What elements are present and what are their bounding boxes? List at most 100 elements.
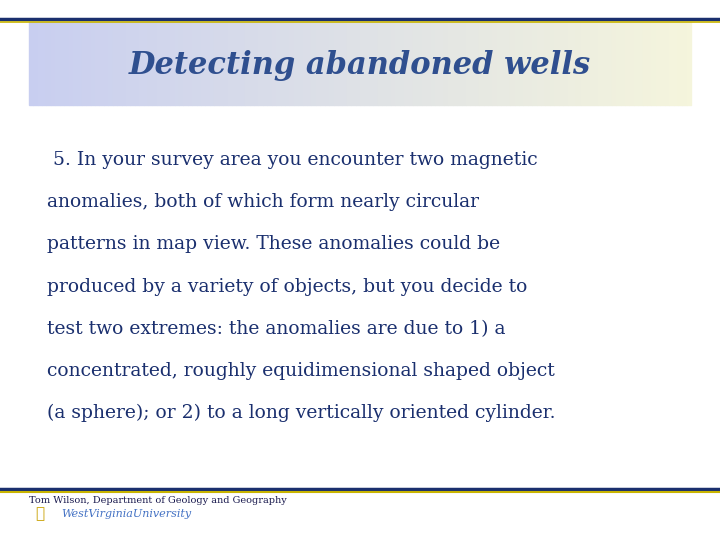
Bar <box>342 22 347 105</box>
Bar <box>143 22 148 105</box>
Bar <box>652 22 656 105</box>
Bar <box>431 22 435 105</box>
Bar <box>236 22 240 105</box>
Bar <box>192 22 197 105</box>
Bar <box>572 22 577 105</box>
Bar <box>404 22 408 105</box>
Bar <box>170 22 174 105</box>
Bar <box>338 22 342 105</box>
Bar <box>360 22 364 105</box>
Bar <box>418 22 422 105</box>
Text: concentrated, roughly equidimensional shaped object: concentrated, roughly equidimensional sh… <box>47 362 554 380</box>
Bar <box>673 22 678 105</box>
Bar <box>47 22 51 105</box>
Bar <box>130 22 135 105</box>
Bar <box>413 22 418 105</box>
Bar <box>68 22 73 105</box>
Bar <box>519 22 523 105</box>
Text: test two extremes: the anomalies are due to 1) a: test two extremes: the anomalies are due… <box>47 320 505 338</box>
Bar <box>37 22 42 105</box>
Bar <box>113 22 117 105</box>
Bar <box>585 22 590 105</box>
Bar <box>488 22 492 105</box>
Bar <box>122 22 126 105</box>
Bar <box>621 22 625 105</box>
Bar <box>457 22 462 105</box>
Bar <box>329 22 333 105</box>
Bar <box>435 22 439 105</box>
Bar <box>369 22 373 105</box>
Bar <box>99 22 104 105</box>
Bar <box>223 22 228 105</box>
Bar <box>307 22 312 105</box>
Bar <box>577 22 581 105</box>
Bar <box>678 22 683 105</box>
Bar <box>42 22 47 105</box>
Bar <box>166 22 170 105</box>
Bar <box>117 22 122 105</box>
Text: (a sphere); or 2) to a long vertically oriented cylinder.: (a sphere); or 2) to a long vertically o… <box>47 404 555 422</box>
Bar <box>594 22 598 105</box>
Bar <box>351 22 356 105</box>
Bar <box>215 22 219 105</box>
Bar <box>647 22 652 105</box>
Bar <box>60 22 64 105</box>
Bar <box>197 22 201 105</box>
Bar <box>426 22 431 105</box>
Bar <box>656 22 660 105</box>
Bar <box>581 22 585 105</box>
Bar <box>289 22 294 105</box>
Bar <box>532 22 536 105</box>
Bar <box>356 22 360 105</box>
Bar <box>267 22 271 105</box>
Bar <box>258 22 263 105</box>
Bar <box>33 22 37 105</box>
Bar <box>449 22 453 105</box>
Bar <box>271 22 276 105</box>
Bar <box>364 22 369 105</box>
Bar <box>492 22 497 105</box>
Bar <box>126 22 130 105</box>
Bar <box>302 22 307 105</box>
Bar <box>629 22 634 105</box>
Text: anomalies, both of which form nearly circular: anomalies, both of which form nearly cir… <box>47 193 479 211</box>
Bar <box>240 22 246 105</box>
Bar <box>174 22 179 105</box>
Bar <box>157 22 161 105</box>
Bar <box>250 22 254 105</box>
Bar <box>598 22 603 105</box>
Bar <box>108 22 113 105</box>
Bar <box>184 22 188 105</box>
Bar <box>139 22 143 105</box>
Text: Tom Wilson, Department of Geology and Geography: Tom Wilson, Department of Geology and Ge… <box>29 496 287 505</box>
Bar <box>316 22 320 105</box>
Bar <box>285 22 289 105</box>
Bar <box>590 22 594 105</box>
Bar <box>466 22 470 105</box>
Bar <box>505 22 510 105</box>
Bar <box>669 22 673 105</box>
Text: Ⓦ: Ⓦ <box>35 507 44 522</box>
Bar <box>523 22 528 105</box>
Bar <box>320 22 325 105</box>
Bar <box>294 22 298 105</box>
Bar <box>95 22 99 105</box>
Bar <box>73 22 77 105</box>
Bar <box>135 22 139 105</box>
Bar <box>501 22 505 105</box>
Bar <box>312 22 316 105</box>
Bar <box>51 22 55 105</box>
Bar <box>382 22 387 105</box>
Text: produced by a variety of objects, but you decide to: produced by a variety of objects, but yo… <box>47 278 527 295</box>
Bar <box>179 22 184 105</box>
Bar <box>660 22 665 105</box>
Bar <box>439 22 444 105</box>
Text: WestVirginiaUniversity: WestVirginiaUniversity <box>61 509 192 519</box>
Bar <box>665 22 669 105</box>
Bar <box>281 22 285 105</box>
Bar <box>422 22 426 105</box>
Bar <box>276 22 281 105</box>
Bar <box>546 22 550 105</box>
Bar <box>497 22 501 105</box>
Bar <box>391 22 395 105</box>
